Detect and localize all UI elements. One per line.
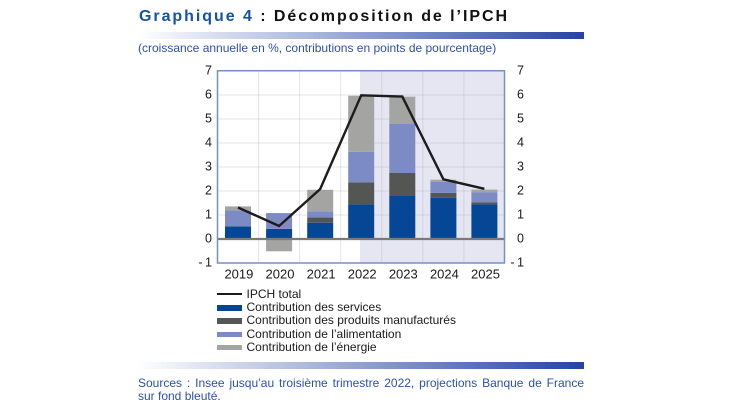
svg-text:4: 4 — [205, 135, 212, 149]
svg-text:2019: 2019 — [224, 267, 253, 282]
svg-text:1: 1 — [205, 207, 212, 221]
svg-text:- 1: - 1 — [198, 255, 212, 269]
svg-text:7: 7 — [517, 63, 524, 77]
svg-text:2022: 2022 — [348, 267, 377, 282]
svg-text:5: 5 — [517, 111, 524, 125]
svg-text:5: 5 — [205, 111, 212, 125]
svg-text:2: 2 — [517, 183, 524, 197]
svg-text:2024: 2024 — [430, 267, 459, 282]
svg-text:1: 1 — [517, 207, 524, 221]
svg-text:3: 3 — [205, 159, 212, 173]
svg-text:4: 4 — [517, 135, 524, 149]
svg-text:- 1: - 1 — [510, 255, 524, 269]
svg-text:2020: 2020 — [266, 267, 295, 282]
svg-text:0: 0 — [205, 231, 212, 245]
svg-text:7: 7 — [205, 63, 212, 77]
svg-text:2: 2 — [205, 183, 212, 197]
svg-text:2025: 2025 — [471, 267, 500, 282]
svg-text:3: 3 — [517, 159, 524, 173]
svg-text:2023: 2023 — [389, 267, 418, 282]
svg-text:6: 6 — [517, 87, 524, 101]
svg-text:2021: 2021 — [307, 267, 336, 282]
svg-text:6: 6 — [205, 87, 212, 101]
svg-text:0: 0 — [517, 231, 524, 245]
